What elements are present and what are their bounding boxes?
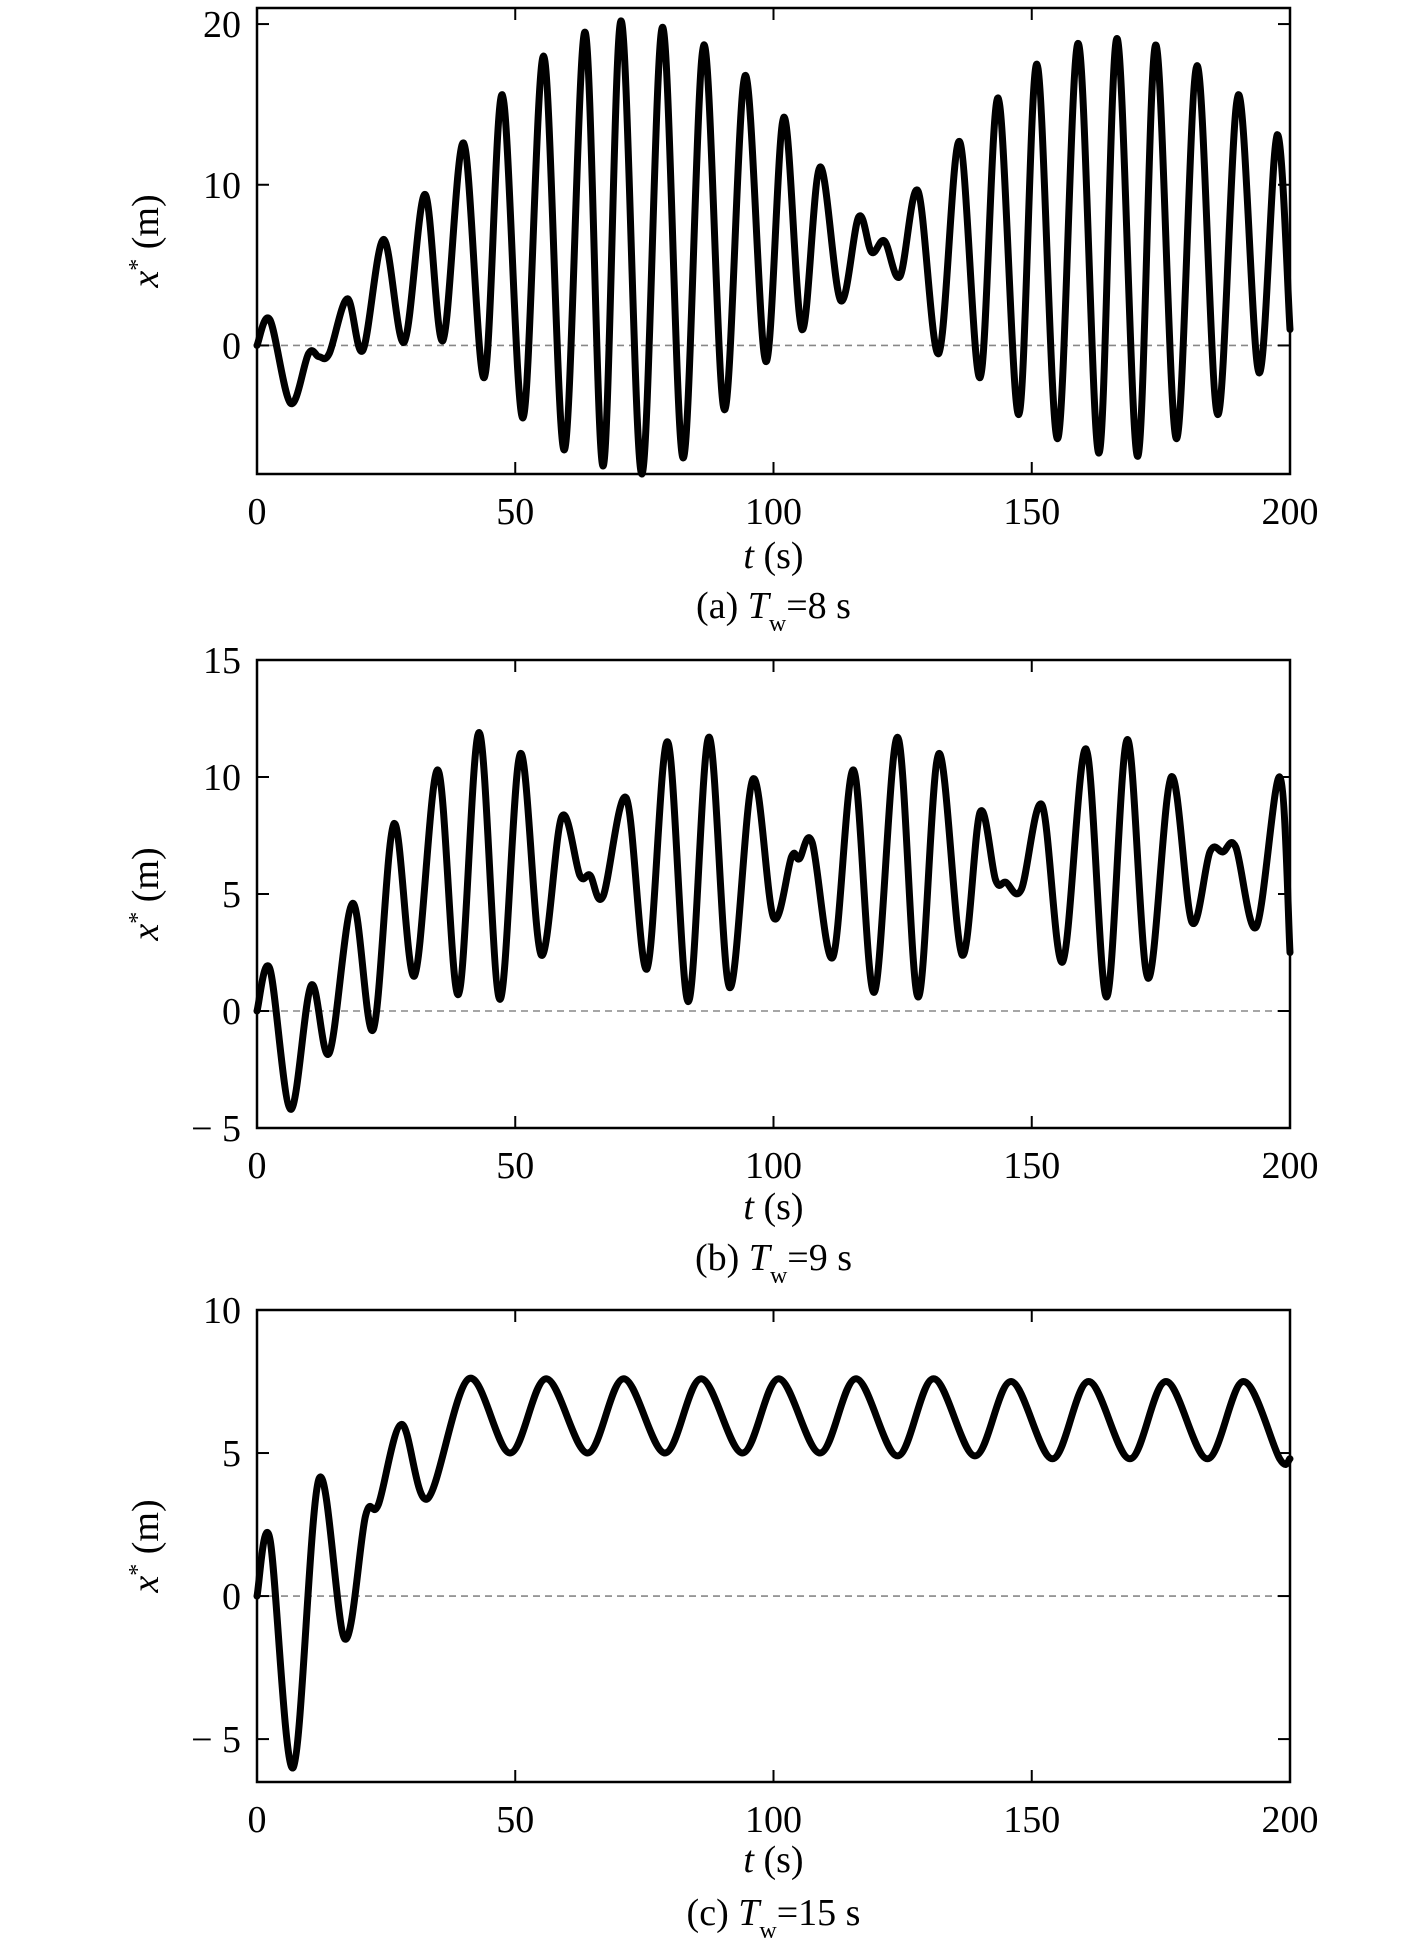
x-ticks: 0 50 100 150 200 — [248, 1310, 1319, 1841]
response-curve — [253, 728, 1294, 1113]
panel-caption: (c) Tw=15 s — [687, 1892, 861, 1944]
x-tick-label: 0 — [248, 491, 267, 533]
y-axis-label: x* (m) — [125, 194, 167, 288]
x-tick-label: 150 — [1003, 491, 1060, 533]
x-tick-label: 100 — [745, 491, 802, 533]
x-tick-label: 0 — [248, 1145, 267, 1187]
plot-frame — [255, 658, 1292, 1130]
y-tick-label: 10 — [203, 757, 241, 799]
y-ticks: − 5 0 5 10 15 — [191, 640, 1290, 1150]
x-axis-label: t (s) — [743, 1186, 803, 1228]
x-axis-label: t (s) — [743, 1839, 803, 1881]
panel-a: 0 50 100 150 200 0 10 20 t (s) x* (m) (a) Tw=8… — [125, 4, 1319, 637]
y-tick-label: − 5 — [191, 1719, 241, 1761]
x-tick-label: 50 — [496, 491, 534, 533]
x-tick-label: 100 — [745, 1799, 802, 1841]
x-tick-label: 200 — [1262, 1145, 1319, 1187]
x-tick-label: 100 — [745, 1145, 802, 1187]
x-tick-label: 200 — [1262, 491, 1319, 533]
y-tick-label: 10 — [203, 1290, 241, 1332]
y-axis-label: x* (m) — [125, 1499, 167, 1593]
x-tick-label: 50 — [496, 1799, 534, 1841]
y-ticks: − 5 0 5 10 — [191, 1290, 1290, 1761]
y-tick-label: 0 — [222, 991, 241, 1033]
x-tick-label: 150 — [1003, 1145, 1060, 1187]
y-tick-label: 20 — [203, 4, 241, 46]
response-curve — [253, 1375, 1294, 1772]
x-tick-label: 150 — [1003, 1799, 1060, 1841]
panel-caption: (b) Tw=9 s — [695, 1237, 852, 1289]
x-tick-label: 50 — [496, 1145, 534, 1187]
x-tick-label: 0 — [248, 1799, 267, 1841]
x-axis-label: t (s) — [743, 535, 803, 577]
response-curve — [253, 17, 1294, 478]
y-ticks: 0 10 20 — [203, 4, 1290, 367]
x-ticks: 0 50 100 150 200 — [248, 660, 1319, 1187]
y-tick-label: 15 — [203, 640, 241, 682]
x-tick-label: 200 — [1262, 1799, 1319, 1841]
y-tick-label: 10 — [203, 165, 241, 207]
y-axis-label: x* (m) — [125, 847, 167, 941]
panel-caption: (a) Tw=8 s — [696, 585, 851, 637]
y-tick-label: − 5 — [191, 1108, 241, 1150]
y-tick-label: 0 — [222, 325, 241, 367]
y-tick-label: 5 — [222, 1433, 241, 1475]
y-tick-label: 0 — [222, 1576, 241, 1618]
x-ticks: 0 50 100 150 200 — [248, 8, 1319, 533]
y-tick-label: 5 — [222, 874, 241, 916]
